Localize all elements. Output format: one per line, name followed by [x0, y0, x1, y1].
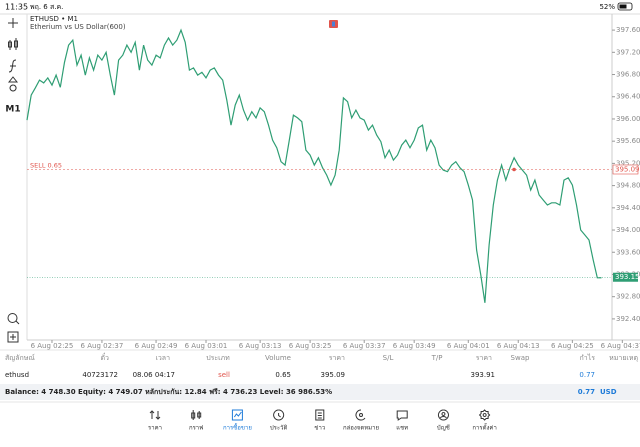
- tab-icon[interactable]: [149, 410, 161, 420]
- cell-price[interactable]: 395.09: [321, 371, 346, 379]
- column-header: สัญลักษณ์: [5, 354, 35, 362]
- y-tick-label: 394.00: [616, 226, 640, 234]
- current-price-box: [613, 272, 638, 282]
- x-tick-label: 6 Aug 03:25: [289, 342, 332, 350]
- battery-icon: [617, 2, 633, 11]
- y-tick-label: 396.80: [616, 71, 640, 79]
- column-header: หมายเหตุ: [609, 354, 638, 362]
- timeframe-button[interactable]: M1: [5, 105, 20, 115]
- indicator-icon[interactable]: [8, 59, 17, 73]
- status-time: 11:35: [5, 3, 28, 12]
- tab-icon[interactable]: [231, 409, 243, 421]
- cell-symbol[interactable]: ethusd: [5, 371, 29, 379]
- battery-level: [619, 4, 627, 9]
- summary-currency: USD: [600, 388, 617, 396]
- y-tick-label: 392.40: [616, 315, 640, 323]
- crosshair-icon[interactable]: [8, 18, 18, 28]
- x-tick-label: 6 Aug 04:13: [497, 342, 540, 350]
- y-tick-label: 394.80: [616, 182, 640, 190]
- tab-label[interactable]: การซื้อขาย: [223, 422, 252, 432]
- order-line-label: SELL 0.65: [30, 162, 62, 170]
- y-tick-label: 397.20: [616, 48, 640, 56]
- positions-table: สัญลักษณ์ ตั๋ว เวลา ประเภท Volume ราคา S/L T/P ร…: [5, 353, 638, 379]
- y-tick-label: 392.80: [616, 293, 640, 301]
- cell-profit[interactable]: 0.77: [579, 371, 595, 379]
- tab-icon[interactable]: [396, 410, 408, 421]
- tab-icon[interactable]: [273, 409, 285, 421]
- column-header: กำไร: [580, 353, 596, 362]
- x-tick-label: 6 Aug 03:49: [393, 342, 436, 350]
- tab-icon[interactable]: [315, 409, 325, 421]
- column-header: ราคา: [476, 354, 492, 362]
- x-tick-label: 6 Aug 02:49: [135, 342, 178, 350]
- x-tick-label: 6 Aug 03:37: [343, 342, 386, 350]
- tab-label[interactable]: ประวัติ: [270, 425, 288, 432]
- column-header: ตั๋ว: [101, 353, 110, 362]
- x-tick-label: 6 Aug 04:01: [447, 342, 490, 350]
- order-price-box: [612, 164, 639, 175]
- x-tick-label: 6 Aug 04:25: [551, 342, 594, 350]
- current-price-label: 393.15: [615, 273, 640, 281]
- add-icon[interactable]: [7, 331, 19, 343]
- column-header: Volume: [265, 354, 291, 362]
- x-tick-label: 6 Aug 03:01: [185, 342, 228, 350]
- cell-volume[interactable]: 0.65: [275, 371, 291, 379]
- column-header: T/P: [431, 354, 443, 362]
- tab-icon[interactable]: [355, 409, 366, 421]
- chart-description: Etherium vs US Dollar(600): [30, 23, 126, 31]
- order-price-label: 395.09: [615, 166, 640, 174]
- status-date: พฤ. 6 ส.ค.: [30, 3, 63, 11]
- x-tick-label: 6 Aug 04:37: [601, 342, 640, 350]
- tab-label[interactable]: ราคา: [148, 425, 162, 432]
- y-tick-label: 396.40: [616, 93, 640, 101]
- column-header: Swap: [511, 354, 530, 362]
- tab-label[interactable]: บัญชี: [437, 424, 450, 432]
- cell-current-price[interactable]: 393.91: [471, 371, 496, 379]
- price-line: [26, 28, 602, 303]
- column-header: เวลา: [155, 354, 170, 362]
- summary-text: Balance: 4 748.30 Equity: 4 749.07 หลักป…: [5, 388, 332, 396]
- tab-label[interactable]: กราฟ: [189, 425, 203, 432]
- column-header: ราคา: [329, 354, 345, 362]
- objects-icon[interactable]: [7, 76, 19, 92]
- zoom-icon[interactable]: [7, 313, 20, 325]
- tab-label[interactable]: การตั้งค่า: [472, 422, 496, 432]
- tab-icon[interactable]: [478, 409, 491, 421]
- tab-icon[interactable]: [191, 410, 202, 420]
- x-tick-label: 6 Aug 02:25: [31, 342, 74, 350]
- cell-time[interactable]: 08.06 04:17: [133, 371, 175, 379]
- y-tick-label: 395.20: [616, 159, 640, 167]
- cell-type[interactable]: sell: [218, 371, 230, 379]
- x-tick-label: 6 Aug 02:37: [81, 342, 124, 350]
- summary-profit: 0.77: [578, 388, 595, 396]
- tab-label[interactable]: กล่องจดหมาย: [343, 425, 379, 432]
- tab-label[interactable]: ข่าว: [314, 425, 325, 432]
- x-tick-label: 6 Aug 03:13: [239, 342, 282, 350]
- column-header: ประเภท: [206, 354, 230, 362]
- trade-icon-inner: [332, 21, 335, 27]
- summary-bar: [0, 384, 640, 400]
- y-tick-label: 393.60: [616, 248, 640, 256]
- status-battery: 52%: [599, 3, 615, 11]
- tab-label[interactable]: แชท: [396, 425, 408, 432]
- entry-marker: [512, 167, 516, 172]
- tab-icon[interactable]: [437, 409, 449, 421]
- left-toolbar: [7, 18, 20, 343]
- y-tick-label: 396.00: [616, 115, 640, 123]
- plot: 397.60 397.20 396.80 396.40 396.00 395.60 395.…: [26, 26, 640, 350]
- chart-symbol: ETHUSD • M1: [30, 15, 78, 23]
- column-header: S/L: [383, 354, 394, 362]
- y-tick-label: 394.40: [616, 204, 640, 212]
- y-tick-label: 397.60: [616, 26, 640, 34]
- y-tick-label: 395.60: [616, 137, 640, 145]
- candles-icon[interactable]: [8, 38, 18, 50]
- tab-bar: ราคา กราฟ การซื้อขาย ประวัติ ข่าว กล่องจดหมาย…: [148, 409, 497, 432]
- cell-ticket[interactable]: 40723172: [82, 371, 118, 379]
